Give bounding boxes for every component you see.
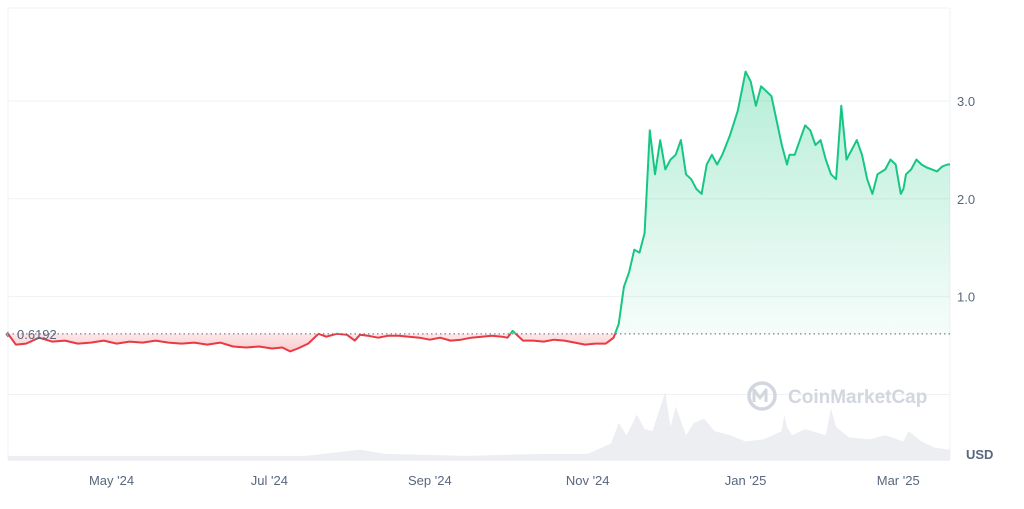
- reference-price-label: ‹ 0.6192: [5, 326, 57, 342]
- axis-labels: 1.0 2.0 3.0 May '24 Jul '24 Sep '24 Nov '24 Jan…: [89, 94, 975, 488]
- y-tick-label: 2.0: [957, 192, 975, 207]
- x-tick-label: Sep '24: [408, 473, 452, 488]
- x-tick-label: May '24: [89, 473, 134, 488]
- y-tick-label: 1.0: [957, 290, 975, 305]
- x-tick-label: Nov '24: [566, 473, 610, 488]
- price-area: [8, 71, 950, 352]
- line-below-reference: [7, 333, 617, 353]
- reference-marker: ‹: [5, 326, 9, 341]
- coinmarketcap-watermark: CoinMarketCap: [747, 381, 927, 411]
- y-tick-label: 3.0: [957, 94, 975, 109]
- watermark-text: CoinMarketCap: [788, 387, 927, 408]
- volume-shape: [8, 392, 950, 460]
- x-tick-label: Mar '25: [877, 473, 920, 488]
- x-tick-label: Jul '24: [251, 473, 288, 488]
- coinmarketcap-logo-icon: [747, 381, 777, 411]
- price-line: [7, 70, 950, 353]
- reference-price-text: 0.6192: [17, 327, 57, 342]
- volume-area: [8, 392, 950, 460]
- line-above-reference: [7, 70, 950, 334]
- area-above-reference: [8, 71, 950, 334]
- currency-unit-label: USD: [966, 447, 993, 462]
- x-tick-label: Jan '25: [725, 473, 767, 488]
